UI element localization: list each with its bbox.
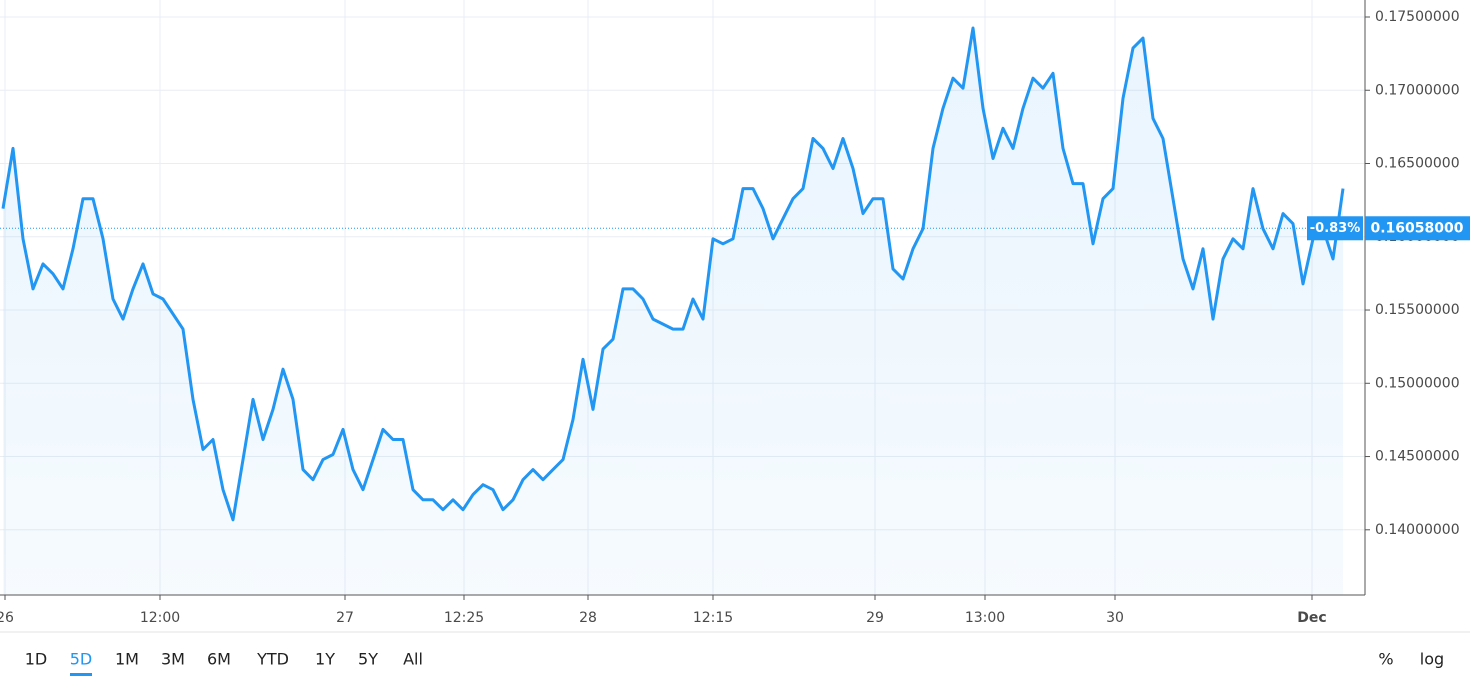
x-tick-label: Dec (1297, 610, 1326, 626)
y-tick-label: 0.14000000 (1375, 522, 1460, 538)
y-tick-label: 0.16500000 (1375, 156, 1460, 172)
range-button[interactable]: 5Y (358, 650, 378, 669)
y-tick-label: 0.15000000 (1375, 375, 1460, 391)
x-tick-label: 28 (579, 610, 597, 626)
selected-underline (70, 673, 92, 676)
x-tick-label: 13:00 (965, 610, 1005, 626)
y-tick-label: 0.17500000 (1375, 9, 1460, 25)
plot-area (0, 26, 1365, 595)
x-tick-label: 27 (336, 610, 354, 626)
range-button[interactable]: YTD (256, 650, 289, 669)
range-button[interactable]: 1D (25, 650, 48, 669)
x-tick-label: 29 (866, 610, 884, 626)
last-price-badge (1365, 216, 1470, 241)
y-tick-label: 0.15500000 (1375, 302, 1460, 318)
range-button[interactable]: 6M (207, 650, 231, 669)
range-button[interactable]: 1M (115, 650, 139, 669)
change-badge (1307, 216, 1363, 241)
scale-button[interactable]: log (1420, 650, 1444, 669)
y-tick-label: 0.14500000 (1375, 449, 1460, 465)
range-button[interactable]: 5D (70, 650, 93, 669)
x-tick-label: 26 (0, 610, 14, 626)
scale-button[interactable]: % (1378, 650, 1393, 669)
last-price-label: 0.16058000 (1371, 220, 1464, 236)
price-line (1, 26, 1345, 522)
x-tick-label: 12:15 (693, 610, 733, 626)
y-tick-label: 0.17000000 (1375, 82, 1460, 98)
range-button[interactable]: 1Y (315, 650, 335, 669)
change-label: -0.83% (1310, 221, 1361, 236)
axes (0, 0, 1470, 633)
range-button[interactable]: All (403, 650, 423, 669)
x-tick-label: 12:00 (140, 610, 180, 626)
x-tick-label: 30 (1106, 610, 1124, 626)
area-fill (3, 28, 1343, 595)
labels: 0.14000000 0.14500000 0.15000000 0.15500000… (0, 9, 1470, 676)
x-tick-label: 12:25 (444, 610, 484, 626)
range-button[interactable]: 3M (161, 650, 185, 669)
